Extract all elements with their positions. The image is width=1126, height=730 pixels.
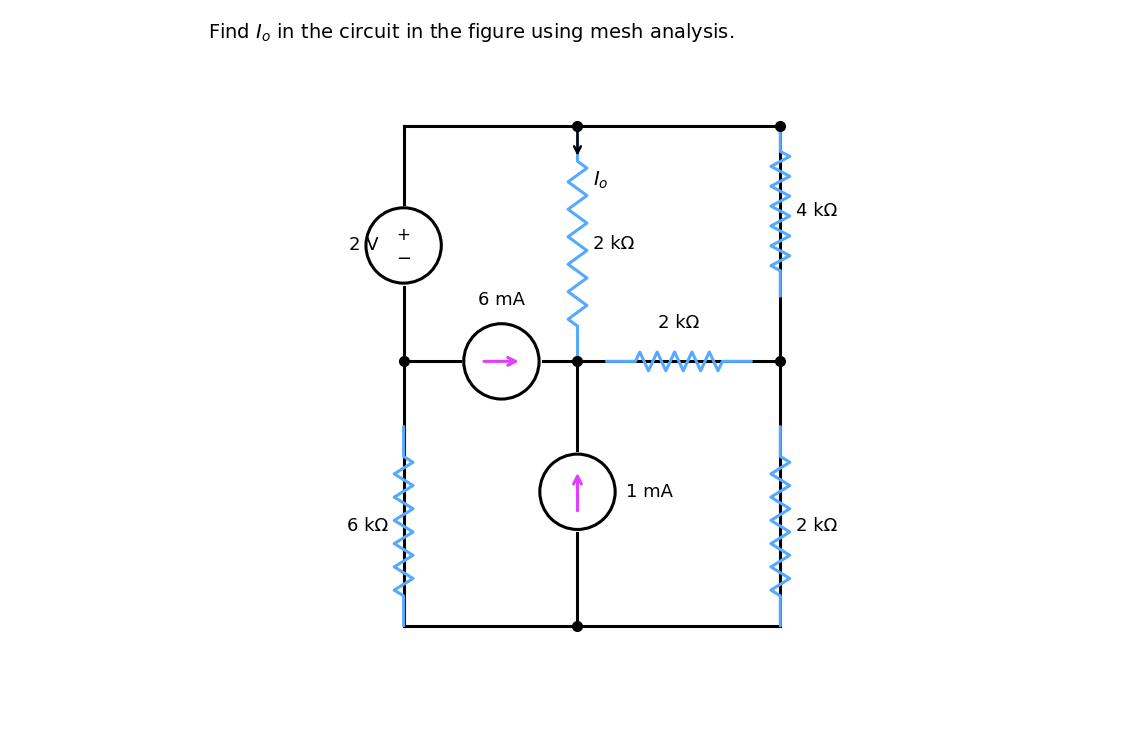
Text: 2 kΩ: 2 kΩ xyxy=(659,315,699,332)
Text: 2 kΩ: 2 kΩ xyxy=(593,234,635,253)
Text: Find $I_o$ in the circuit in the figure using mesh analysis.: Find $I_o$ in the circuit in the figure … xyxy=(208,21,734,44)
Text: 2 V: 2 V xyxy=(349,237,378,255)
Text: 6 mA: 6 mA xyxy=(477,291,525,310)
Text: +: + xyxy=(396,226,411,245)
Text: 6 kΩ: 6 kΩ xyxy=(347,517,387,535)
Text: $I_o$: $I_o$ xyxy=(593,169,609,191)
Text: 4 kΩ: 4 kΩ xyxy=(796,202,838,220)
Text: 2 kΩ: 2 kΩ xyxy=(796,517,838,535)
Text: −: − xyxy=(396,250,411,267)
Text: 1 mA: 1 mA xyxy=(626,483,673,501)
